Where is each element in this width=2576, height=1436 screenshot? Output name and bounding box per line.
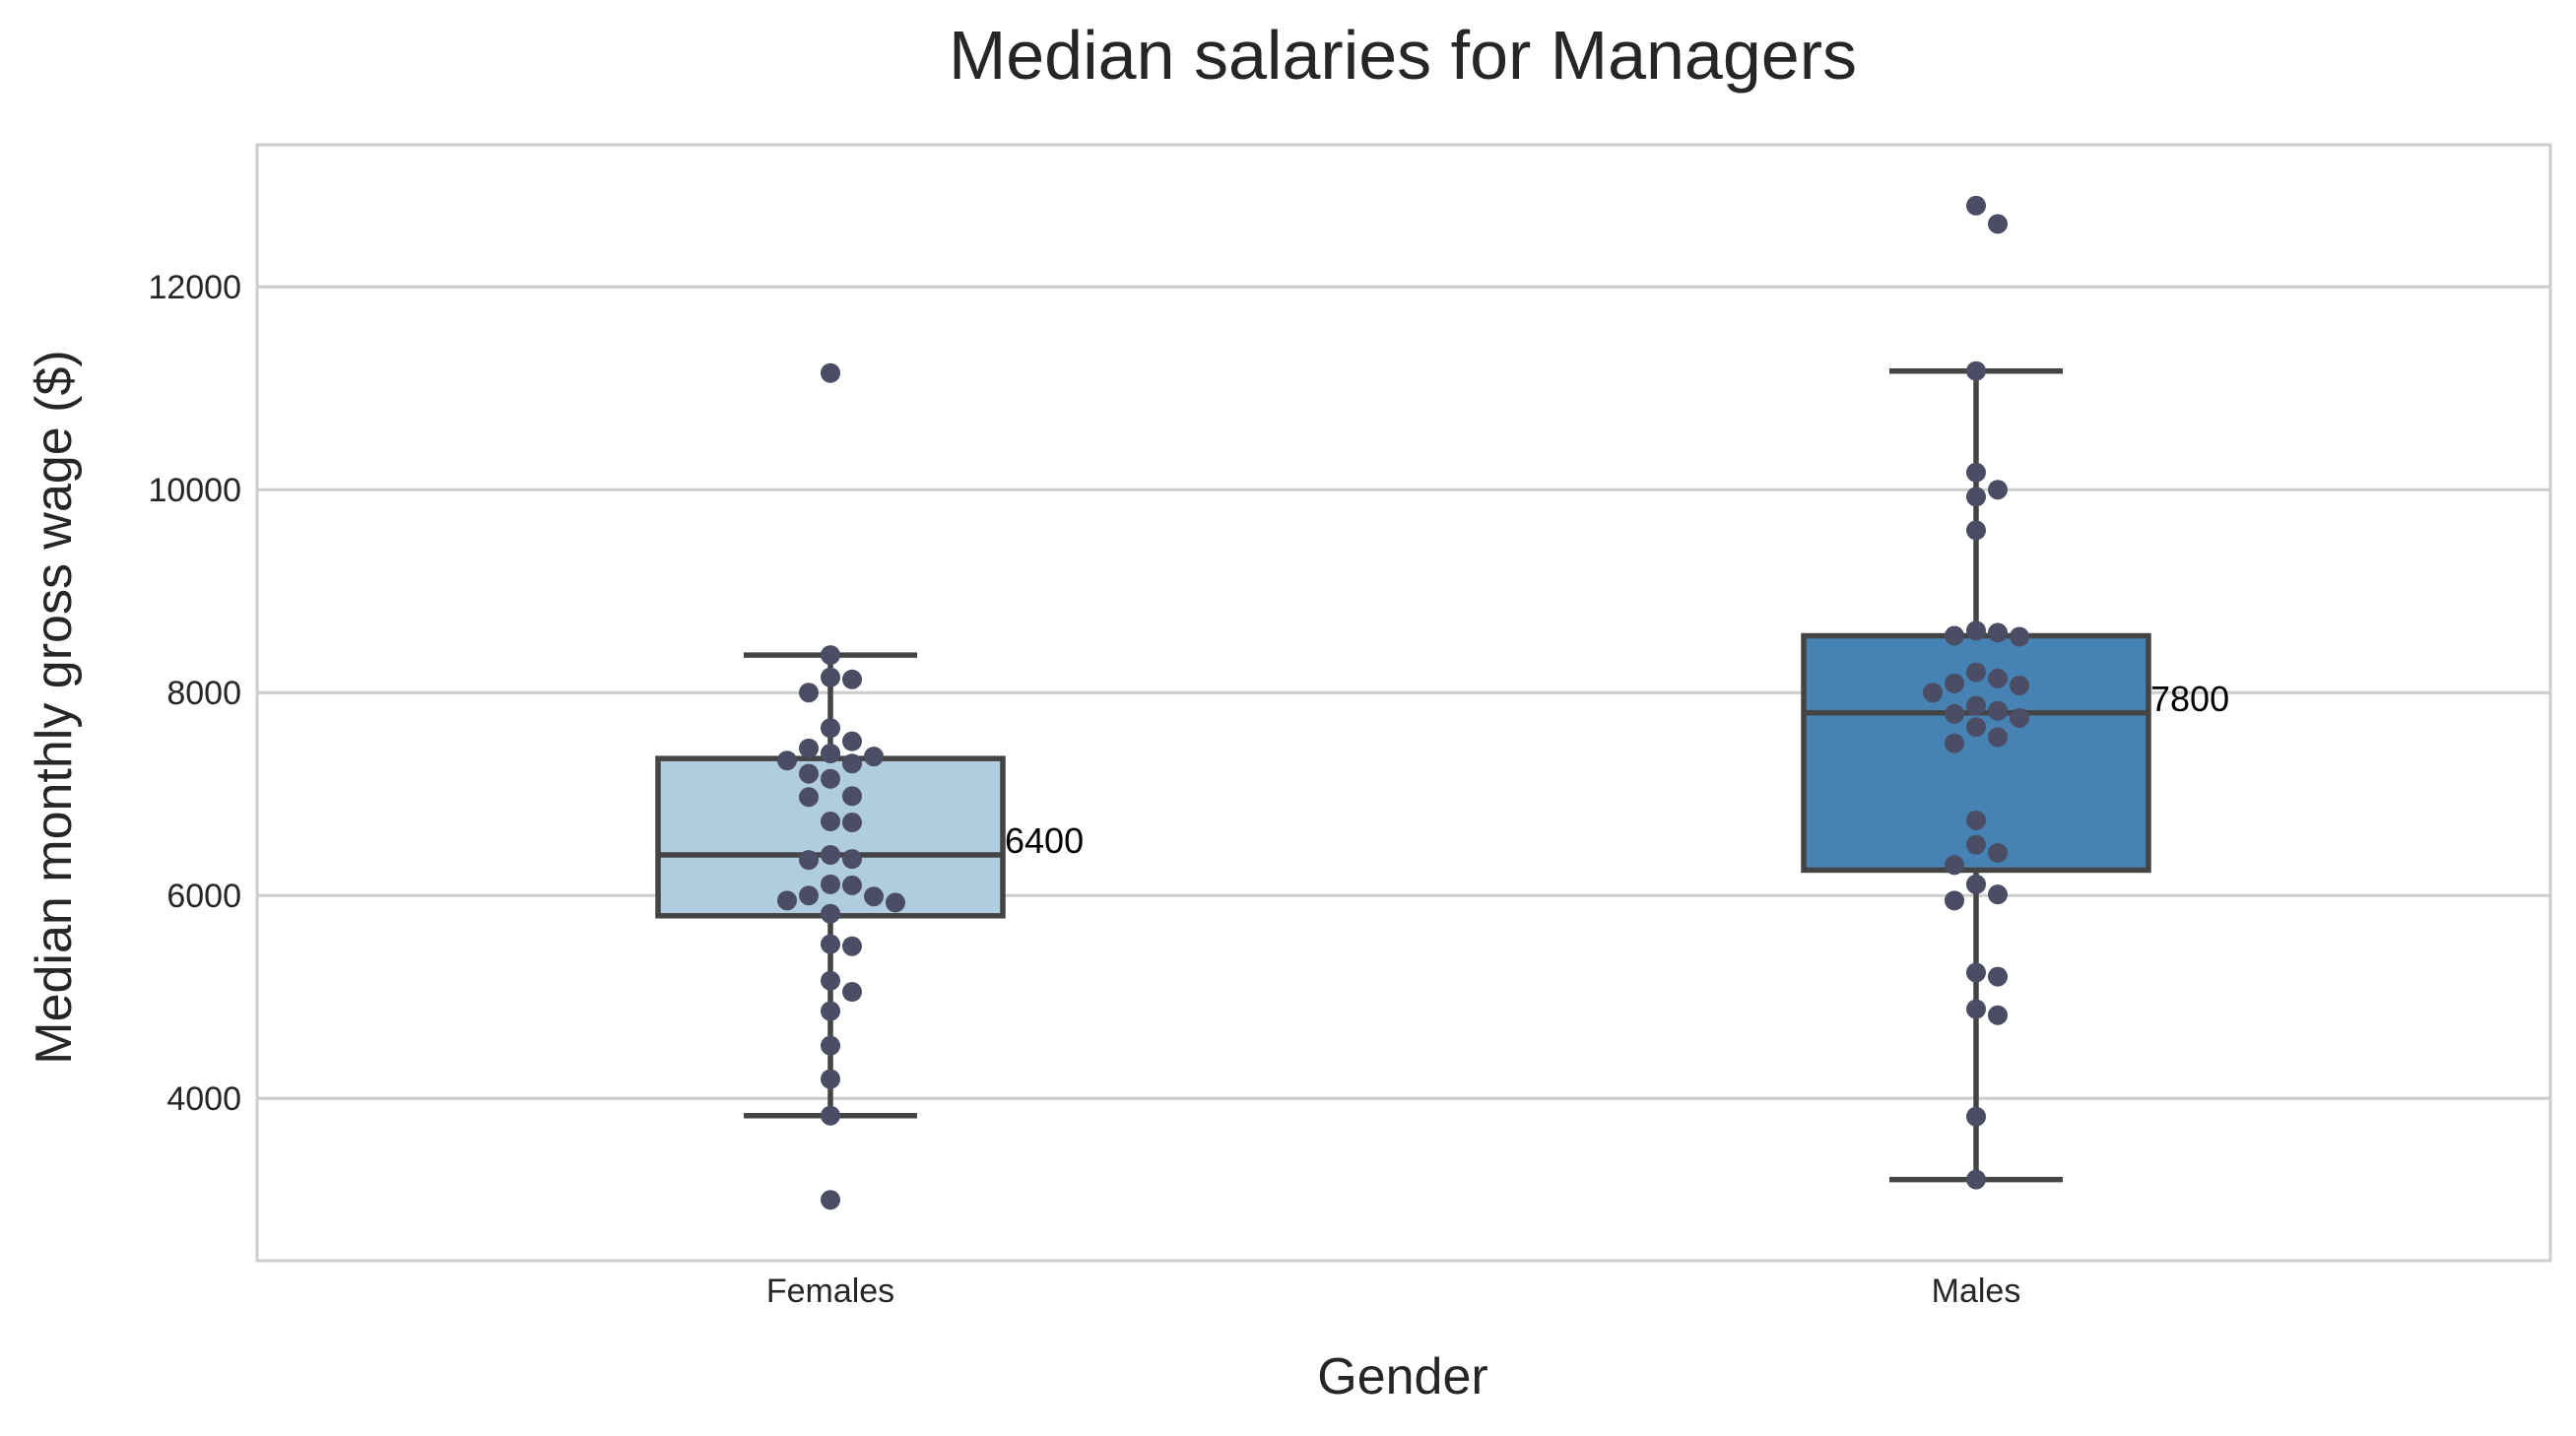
data-point [842,813,862,833]
data-point [799,738,819,758]
data-point [1988,966,2008,987]
data-point [1966,195,1986,216]
data-point [821,1001,840,1021]
data-point [821,1035,840,1056]
x-axis-label: Gender [1317,1348,1487,1405]
data-point [842,731,862,751]
data-point [1945,733,1964,753]
data-point [821,1190,840,1210]
data-point [1966,1169,1986,1190]
data-point [1966,487,1986,507]
data-point [777,751,797,771]
x-tick-label: Males [1932,1273,2021,1310]
data-point [864,747,884,767]
data-point [1966,834,1986,855]
data-point [821,903,840,924]
data-point [1966,620,1986,641]
y-tick-label: 10000 [148,472,241,509]
data-point [1945,673,1964,693]
data-point [821,1069,840,1089]
data-point [799,787,819,808]
data-point [842,875,862,895]
data-point [1966,360,1986,381]
data-point [777,890,797,911]
data-point [2010,707,2029,728]
chart-title: Median salaries for Managers [949,17,1857,94]
data-point [1966,962,1986,983]
data-point [1945,703,1964,724]
data-point [799,885,819,906]
data-point [1988,884,2008,905]
data-point [821,845,840,865]
data-point [1966,662,1986,683]
y-tick-label: 12000 [148,269,241,306]
data-point [1966,520,1986,541]
data-point [2010,675,2029,695]
data-point [821,667,840,687]
median-annotation: 6400 [1005,820,1084,861]
data-point [2010,626,2029,647]
median-annotations: 6400 7800 [1005,679,2229,861]
y-tick-label: 8000 [166,675,241,712]
data-point [1966,999,1986,1019]
data-point [821,874,840,894]
data-point [1988,727,2008,748]
data-point [799,763,819,784]
data-point [821,645,840,666]
data-point [821,970,840,991]
boxes [655,367,2151,1183]
data-point [1988,1005,2008,1025]
data-point [842,849,862,870]
y-tick-label: 6000 [166,878,241,915]
y-tick-label: 4000 [166,1080,241,1118]
data-point [886,892,905,913]
data-point [1945,855,1964,876]
data-point [1988,622,2008,643]
data-point [821,744,840,763]
data-point [1966,695,1986,716]
data-point [1945,625,1964,646]
y-axis-label: Median monthly gross wage ($) [26,350,83,1064]
data-point [842,669,862,689]
data-point [1988,668,2008,688]
y-gridlines [257,285,2550,1100]
data-point [1966,810,1986,830]
y-tick-labels: 4000 6000 8000 10000 12000 [148,269,241,1118]
data-point [821,934,840,954]
data-point [842,753,862,774]
data-point [1966,462,1986,483]
data-point [821,812,840,832]
data-point [1988,480,2008,500]
data-point [799,683,819,703]
data-point [1966,1106,1986,1127]
data-point [842,936,862,956]
data-point [1988,842,2008,863]
data-point [1988,214,2008,234]
swarm-points [777,195,2029,1210]
plot-frame [255,143,2552,1263]
data-point [1966,717,1986,738]
x-tick-labels: Females Males [766,1273,2021,1310]
data-point [1923,683,1943,703]
data-point [821,1105,840,1126]
data-point [821,768,840,789]
data-point [799,850,819,871]
data-point [1988,700,2008,721]
data-point [821,718,840,739]
x-tick-label: Females [766,1273,894,1310]
median-annotation: 7800 [2150,679,2229,719]
data-point [1945,890,1964,911]
data-point [864,886,884,907]
data-point [842,786,862,807]
data-point [842,982,862,1003]
data-point [821,362,840,383]
data-point [1966,874,1986,894]
